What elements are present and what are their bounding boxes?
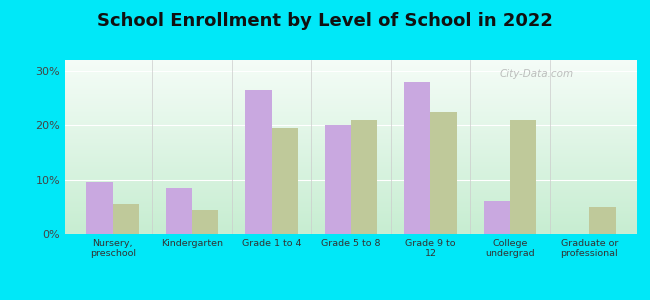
Bar: [510, 120, 536, 234]
Bar: [351, 120, 377, 234]
Bar: [484, 201, 510, 234]
Bar: [404, 82, 430, 234]
Bar: [325, 125, 351, 234]
Text: City-Data.com: City-Data.com: [500, 69, 574, 79]
Bar: [166, 188, 192, 234]
Bar: [192, 209, 218, 234]
Bar: [86, 182, 112, 234]
Bar: [245, 90, 272, 234]
Bar: [590, 207, 616, 234]
Bar: [112, 204, 139, 234]
Text: School Enrollment by Level of School in 2022: School Enrollment by Level of School in …: [97, 12, 553, 30]
Bar: [430, 112, 457, 234]
Bar: [272, 128, 298, 234]
